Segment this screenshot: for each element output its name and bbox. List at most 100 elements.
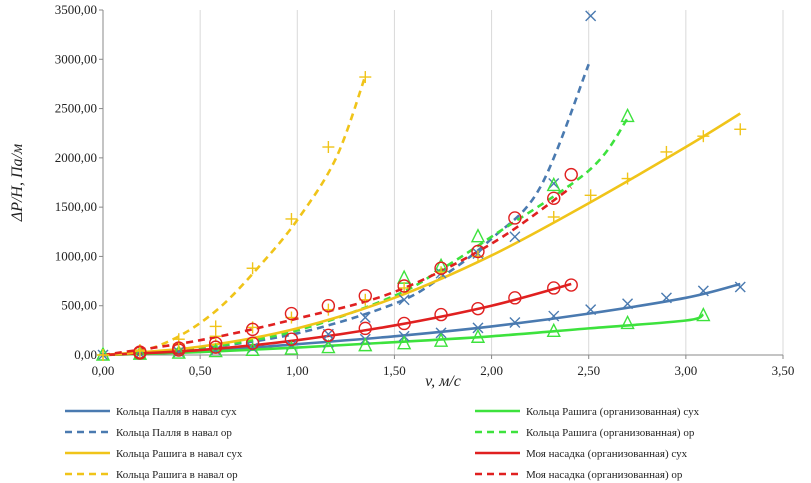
data-point-7 — [284, 306, 299, 321]
data-point-7 — [245, 322, 260, 337]
x-tick-label: 2,50 — [577, 363, 600, 378]
legend-label: Кольца Рашига в навал сух — [116, 448, 243, 460]
y-tick-label: 2000,00 — [55, 150, 97, 165]
data-point-4 — [697, 130, 710, 143]
data-point-7 — [547, 191, 561, 205]
data-point-2 — [359, 312, 371, 324]
legend-label: Кольца Рашига (организованная) ор — [526, 427, 695, 439]
legend-label: Кольца Рашига (организованная) сух — [526, 406, 700, 418]
data-point-5 — [564, 278, 578, 292]
data-point-3 — [470, 228, 486, 243]
data-point-7 — [397, 279, 411, 293]
series-line-3 — [102, 117, 629, 357]
legend-item: Моя насадка (организованная) ор — [475, 469, 683, 481]
data-point-0 — [734, 281, 746, 293]
data-point-7 — [172, 341, 186, 355]
data-point-1 — [546, 322, 561, 338]
data-point-6 — [97, 349, 109, 361]
data-point-6 — [246, 262, 259, 275]
data-point-5 — [245, 336, 260, 350]
legend-label: Кольца Палля в навал сух — [116, 406, 237, 418]
series-line-7 — [102, 186, 572, 357]
axes — [99, 9, 784, 359]
data-point-1 — [696, 307, 711, 322]
series-line-6 — [102, 75, 367, 357]
data-point-0 — [660, 292, 672, 304]
series-points — [95, 10, 747, 361]
data-point-6 — [172, 333, 185, 346]
data-point-0 — [548, 310, 560, 322]
data-point-7 — [208, 336, 223, 350]
data-point-0 — [509, 316, 521, 328]
data-point-4 — [660, 145, 673, 158]
data-point-1 — [433, 332, 449, 347]
series-line-5 — [102, 282, 572, 357]
legend-label: Моя насадка (организованная) ор — [526, 469, 683, 481]
data-point-2 — [548, 177, 560, 189]
data-point-0 — [697, 285, 709, 297]
data-point-6 — [209, 320, 222, 333]
data-point-6 — [285, 212, 298, 225]
data-point-5 — [397, 316, 411, 331]
data-point-2 — [509, 231, 521, 243]
data-point-1 — [284, 340, 299, 355]
data-point-5 — [284, 332, 299, 346]
data-point-5 — [358, 321, 372, 336]
legend-label: Кольца Палля в навал ор — [116, 427, 232, 439]
data-point-1 — [208, 342, 223, 358]
data-point-4 — [621, 172, 634, 185]
data-point-7 — [508, 211, 522, 225]
data-point-0 — [622, 298, 634, 310]
x-tick-label: 3,50 — [772, 363, 795, 378]
data-point-7 — [133, 345, 147, 359]
data-point-5 — [434, 307, 448, 322]
data-point-1 — [620, 314, 635, 330]
data-point-7 — [358, 289, 372, 303]
y-tick-label: 3500,00 — [55, 2, 97, 17]
legend-label: Кольца Рашига в навал ор — [116, 469, 238, 481]
legend-item: Моя насадка (организованная) сух — [475, 448, 688, 460]
series-fits — [102, 63, 741, 357]
data-point-2 — [398, 294, 410, 306]
x-tick-label: 3,00 — [674, 363, 697, 378]
legend: Кольца Палля в навал сух Кольца Рашига (о… — [65, 406, 700, 481]
data-point-1 — [470, 328, 486, 343]
data-point-3 — [546, 176, 561, 192]
y-tick-label: 2500,00 — [55, 101, 97, 116]
data-point-2 — [585, 10, 597, 22]
legend-label: Моя насадка (организованная) сух — [526, 448, 688, 460]
y-tick-label: 1500,00 — [55, 199, 97, 214]
data-point-3 — [620, 107, 635, 123]
y-tick-label: 1000,00 — [55, 248, 97, 263]
data-point-1 — [397, 335, 412, 350]
legend-item: Кольца Палля в навал сух — [65, 406, 237, 418]
x-tick-label: 1,00 — [286, 363, 309, 378]
x-tick-label: 0,00 — [92, 363, 115, 378]
legend-item: Кольца Рашига (организованная) ор — [475, 427, 695, 439]
legend-item: Кольца Рашига в навал ор — [65, 469, 238, 481]
data-point-5 — [321, 328, 336, 342]
legend-item: Кольца Рашига (организованная) сух — [475, 406, 700, 418]
data-point-7 — [434, 261, 448, 275]
legend-item: Кольца Рашига в навал сух — [65, 448, 243, 460]
data-point-5 — [471, 301, 485, 316]
y-tick-label: 0,00 — [74, 347, 97, 362]
data-point-4 — [584, 189, 597, 202]
data-point-7 — [321, 299, 336, 313]
y-tick-label: 500,00 — [61, 298, 97, 313]
data-point-7 — [471, 244, 485, 259]
x-tick-label: 2,00 — [480, 363, 503, 378]
x-tick-label: 1,50 — [383, 363, 406, 378]
x-axis-label: v, м/с — [425, 373, 461, 390]
data-point-1 — [245, 341, 260, 356]
data-point-1 — [171, 344, 186, 359]
data-point-0 — [472, 322, 484, 334]
x-tick-label: 0,50 — [189, 363, 212, 378]
legend-item: Кольца Палля в навал ор — [65, 427, 232, 439]
data-point-5 — [208, 340, 223, 354]
y-axis-label: ΔP/H, Па/м — [9, 144, 26, 222]
data-point-0 — [210, 344, 222, 356]
data-point-6 — [359, 71, 372, 84]
tick-labels: 0,00 0,50 1,00 1,50 2,00 2,50 3,00 3,50 0,00 500,… — [55, 2, 795, 378]
